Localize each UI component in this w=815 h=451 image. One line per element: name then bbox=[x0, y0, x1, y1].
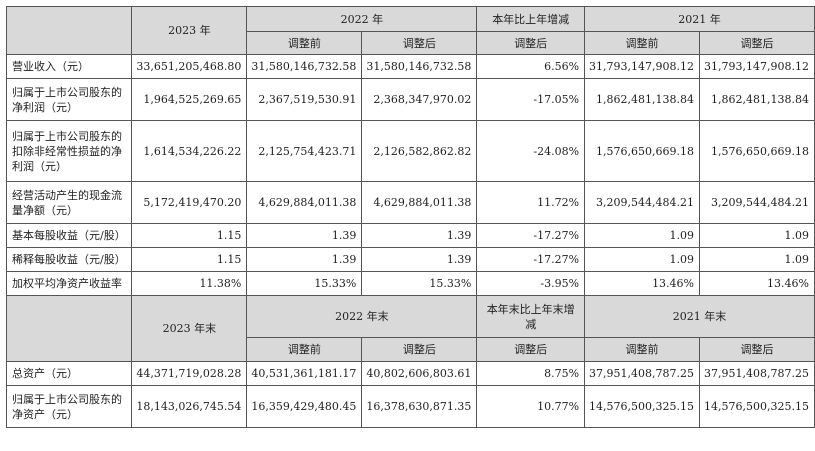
cell-2023: 1,614,534,226.22 bbox=[131, 120, 248, 182]
header-yoy-change-end: 本年末比上年末增减 bbox=[476, 295, 586, 338]
cell-2021-after: 1.09 bbox=[699, 247, 815, 272]
cell-change: -3.95% bbox=[476, 271, 586, 296]
cell-2022-after: 2,126,582,862.82 bbox=[361, 120, 478, 182]
row-label: 稀释每股收益（元/股） bbox=[5, 247, 133, 272]
cell-2022-after: 4,629,884,011.38 bbox=[361, 181, 478, 224]
row-label: 归属于上市公司股东的净利润（元） bbox=[5, 78, 133, 121]
cell-2021-before: 37,951,408,787.25 bbox=[584, 361, 701, 386]
row-label: 加权平均净资产收益率 bbox=[5, 271, 133, 296]
cell-change: 11.72% bbox=[476, 181, 586, 224]
table-row: 归属于上市公司股东的净资产（元） 18,143,026,745.54 16,35… bbox=[5, 385, 815, 428]
cell-2021-after: 1,576,650,669.18 bbox=[699, 120, 815, 182]
cell-change: 10.77% bbox=[476, 385, 586, 428]
cell-change: -17.27% bbox=[476, 223, 586, 248]
header-2021-after: 调整后 bbox=[699, 31, 815, 55]
cell-2022-after: 16,378,630,871.35 bbox=[361, 385, 478, 428]
header-row-years: 2023 年 2022 年 本年比上年增减 2021 年 bbox=[5, 6, 815, 55]
table-row: 总资产（元） 44,371,719,028.28 40,531,361,181.… bbox=[5, 361, 815, 386]
cell-change: 8.75% bbox=[476, 361, 586, 386]
cell-2023: 44,371,719,028.28 bbox=[131, 361, 248, 386]
cell-2023: 33,651,205,468.80 bbox=[131, 54, 248, 79]
row-label: 归属于上市公司股东的扣除非经常性损益的净利润（元） bbox=[5, 120, 133, 182]
cell-2022-before: 40,531,361,181.17 bbox=[246, 361, 363, 386]
cell-2021-before: 1,862,481,138.84 bbox=[584, 78, 701, 121]
financial-summary-table: 2023 年 2022 年 本年比上年增减 2021 年 调整前 调整后 调整后… bbox=[5, 6, 815, 428]
cell-2022-before: 16,359,429,480.45 bbox=[246, 385, 363, 428]
cell-2021-before: 3,209,544,484.21 bbox=[584, 181, 701, 224]
cell-2023: 18,143,026,745.54 bbox=[131, 385, 248, 428]
cell-2021-after: 3,209,544,484.21 bbox=[699, 181, 815, 224]
header-2022-end: 2022 年末 bbox=[246, 295, 478, 338]
row-label: 基本每股收益（元/股） bbox=[5, 223, 133, 248]
cell-2021-after: 1.09 bbox=[699, 223, 815, 248]
header-2023: 2023 年 bbox=[131, 6, 248, 55]
cell-2021-before: 1.09 bbox=[584, 247, 701, 272]
cell-2023: 1,964,525,269.65 bbox=[131, 78, 248, 121]
cell-2021-after: 1,862,481,138.84 bbox=[699, 78, 815, 121]
cell-change: -17.27% bbox=[476, 247, 586, 272]
cell-2022-before: 2,367,519,530.91 bbox=[246, 78, 363, 121]
cell-2022-after: 40,802,606,803.61 bbox=[361, 361, 478, 386]
header-row-years-2: 2023 年末 2022 年末 本年末比上年末增减 2021 年末 bbox=[5, 295, 815, 362]
cell-2021-before: 14,576,500,325.15 bbox=[584, 385, 701, 428]
row-label: 归属于上市公司股东的净资产（元） bbox=[5, 385, 133, 428]
header-change-after: 调整后 bbox=[476, 31, 586, 55]
cell-2022-before: 4,629,884,011.38 bbox=[246, 181, 363, 224]
header-2021-before: 调整前 bbox=[584, 337, 701, 362]
header-2021-after: 调整后 bbox=[699, 337, 815, 362]
header-change-after: 调整后 bbox=[476, 337, 586, 362]
header-2022-after: 调整后 bbox=[361, 337, 478, 362]
table-row: 归属于上市公司股东的净利润（元） 1,964,525,269.65 2,367,… bbox=[5, 78, 815, 121]
table-row: 归属于上市公司股东的扣除非经常性损益的净利润（元） 1,614,534,226.… bbox=[5, 120, 815, 182]
table-row: 基本每股收益（元/股） 1.15 1.39 1.39 -17.27% 1.09 … bbox=[5, 223, 815, 248]
header-row-sub: 调整前 调整后 调整后 调整前 调整后 bbox=[7, 31, 815, 55]
cell-2021-before: 13.46% bbox=[584, 271, 701, 296]
cell-2021-after: 37,951,408,787.25 bbox=[699, 361, 815, 386]
cell-2021-after: 13.46% bbox=[699, 271, 815, 296]
cell-2022-after: 1.39 bbox=[361, 247, 478, 272]
header-yoy-change: 本年比上年增减 bbox=[476, 6, 586, 32]
row-label: 经营活动产生的现金流量净额（元） bbox=[5, 181, 133, 224]
header-2022-before: 调整前 bbox=[246, 337, 363, 362]
cell-2021-after: 14,576,500,325.15 bbox=[699, 385, 815, 428]
row-label: 营业收入（元） bbox=[5, 54, 133, 79]
cell-2023: 5,172,419,470.20 bbox=[131, 181, 248, 224]
table-row: 加权平均净资产收益率 11.38% 15.33% 15.33% -3.95% 1… bbox=[5, 271, 815, 296]
cell-change: -24.08% bbox=[476, 120, 586, 182]
header-corner bbox=[5, 6, 133, 55]
header-2022-before: 调整前 bbox=[246, 31, 363, 55]
cell-2022-before: 31,580,146,732.58 bbox=[246, 54, 363, 79]
header-2022: 2022 年 bbox=[246, 6, 478, 32]
cell-2023: 11.38% bbox=[131, 271, 248, 296]
cell-2023: 1.15 bbox=[131, 223, 248, 248]
header-corner-2 bbox=[5, 295, 133, 362]
cell-2021-after: 31,793,147,908.12 bbox=[699, 54, 815, 79]
header-2021: 2021 年 bbox=[584, 6, 815, 32]
cell-change: -17.05% bbox=[476, 78, 586, 121]
cell-change: 6.56% bbox=[476, 54, 586, 79]
header-2021-end: 2021 年末 bbox=[584, 295, 815, 338]
cell-2023: 1.15 bbox=[131, 247, 248, 272]
header-2022-after: 调整后 bbox=[361, 31, 478, 55]
cell-2022-after: 15.33% bbox=[361, 271, 478, 296]
cell-2021-before: 1,576,650,669.18 bbox=[584, 120, 701, 182]
cell-2022-after: 2,368,347,970.02 bbox=[361, 78, 478, 121]
table-row: 经营活动产生的现金流量净额（元） 5,172,419,470.20 4,629,… bbox=[5, 181, 815, 224]
cell-2022-after: 31,580,146,732.58 bbox=[361, 54, 478, 79]
table-row: 稀释每股收益（元/股） 1.15 1.39 1.39 -17.27% 1.09 … bbox=[5, 247, 815, 272]
cell-2022-after: 1.39 bbox=[361, 223, 478, 248]
header-2023-end: 2023 年末 bbox=[131, 295, 248, 362]
cell-2022-before: 2,125,754,423.71 bbox=[246, 120, 363, 182]
table-row: 营业收入（元） 33,651,205,468.80 31,580,146,732… bbox=[5, 54, 815, 79]
cell-2021-before: 1.09 bbox=[584, 223, 701, 248]
header-2021-before: 调整前 bbox=[584, 31, 701, 55]
cell-2022-before: 1.39 bbox=[246, 223, 363, 248]
cell-2021-before: 31,793,147,908.12 bbox=[584, 54, 701, 79]
row-label: 总资产（元） bbox=[5, 361, 133, 386]
cell-2022-before: 15.33% bbox=[246, 271, 363, 296]
cell-2022-before: 1.39 bbox=[246, 247, 363, 272]
